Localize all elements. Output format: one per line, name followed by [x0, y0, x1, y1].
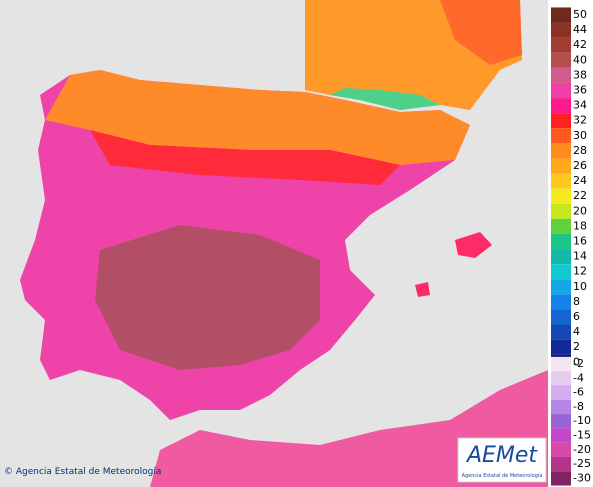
legend-label: 16 — [573, 235, 587, 248]
legend-swatch — [551, 37, 571, 53]
legend-swatch — [551, 173, 571, 189]
legend-label: -4 — [573, 371, 584, 384]
legend-swatch — [551, 385, 571, 400]
legend-swatch — [551, 264, 571, 280]
legend-swatch — [551, 233, 571, 250]
legend-swatch — [551, 22, 571, 38]
legend-label: 44 — [573, 23, 587, 36]
legend-swatch — [551, 324, 571, 340]
legend-label: 42 — [573, 38, 587, 51]
legend-label: 20 — [573, 204, 587, 217]
north-plateau — [90, 130, 400, 185]
legend-label: 6 — [573, 310, 580, 323]
logo-box — [457, 437, 547, 483]
legend-label: 14 — [573, 250, 587, 263]
legend-label: -20 — [573, 443, 591, 456]
legend-label: 4 — [573, 325, 580, 338]
legend-swatch — [551, 128, 571, 144]
legend-swatch — [551, 279, 571, 295]
legend-label: -2 — [573, 357, 584, 370]
legend-label: 26 — [573, 159, 587, 172]
ibiza — [415, 282, 430, 297]
north-coast — [45, 70, 470, 165]
legend-label: 34 — [573, 99, 587, 112]
legend-swatch — [551, 428, 571, 443]
legend-swatch — [551, 67, 571, 83]
legend-label: 30 — [573, 129, 587, 142]
legend-swatch — [551, 143, 571, 159]
legend-swatch — [551, 98, 571, 114]
legend-label: 50 — [573, 8, 587, 21]
legend-swatch — [551, 471, 571, 486]
legend-swatch — [551, 158, 571, 174]
legend-swatch — [551, 113, 571, 129]
legend-swatch — [551, 399, 571, 415]
legend-label: 36 — [573, 84, 587, 97]
legend-label: -8 — [573, 400, 584, 413]
mallorca — [455, 232, 492, 258]
legend-swatch — [551, 249, 571, 265]
legend-swatch — [551, 7, 571, 23]
legend-label: 22 — [573, 189, 587, 202]
legend-swatch — [551, 218, 571, 234]
legend-label: 38 — [573, 68, 587, 81]
legend-label: -30 — [573, 471, 591, 484]
legend-label: 32 — [573, 114, 587, 127]
legend-swatch — [551, 188, 571, 204]
legend-swatch — [551, 371, 571, 386]
legend-swatch — [551, 52, 571, 68]
legend-label: 10 — [573, 280, 587, 293]
legend-label: 12 — [573, 265, 587, 278]
south-plateau — [95, 225, 320, 370]
legend-swatch — [551, 203, 571, 219]
legend-label: -15 — [573, 429, 591, 442]
legend-label: 24 — [573, 174, 587, 187]
legend-label: 2 — [573, 340, 580, 353]
legend: 5044424038363432302826242220181614121086… — [551, 7, 591, 486]
legend-swatch — [551, 339, 571, 355]
pyrenees — [330, 88, 440, 110]
legend-swatch — [551, 294, 571, 310]
legend-swatch — [551, 456, 571, 472]
logo-subtitle: Agencia Estatal de Meteorología — [462, 472, 543, 479]
france-south — [440, 0, 522, 65]
legend-label: 28 — [573, 144, 587, 157]
legend-label: 0 — [573, 355, 580, 368]
legend-swatch — [551, 356, 571, 372]
legend-swatch — [551, 309, 571, 325]
africa — [150, 370, 548, 487]
legend-label: -6 — [573, 386, 584, 399]
legend-label: 18 — [573, 219, 587, 232]
legend-swatch — [551, 442, 571, 457]
legend-label: -25 — [573, 457, 591, 470]
legend-swatch — [551, 82, 571, 99]
copyright: © Agencia Estatal de Meteorología — [4, 467, 161, 477]
legend-label: -10 — [573, 414, 591, 427]
legend-label: 40 — [573, 53, 587, 66]
logo-name: AEMet — [465, 443, 538, 468]
legend-label: 8 — [573, 295, 580, 308]
legend-swatch — [551, 414, 571, 429]
